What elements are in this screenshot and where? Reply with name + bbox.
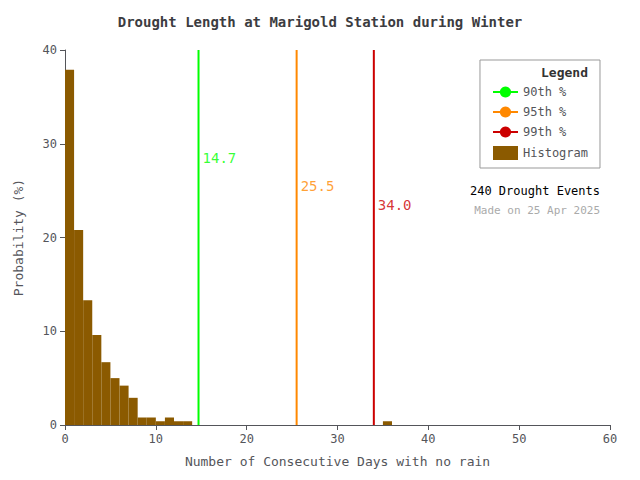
svg-text:25.5: 25.5 — [301, 178, 335, 194]
svg-text:30: 30 — [43, 137, 57, 151]
svg-text:Made on 25 Apr 2025: Made on 25 Apr 2025 — [474, 204, 600, 217]
svg-text:Drought Length at Marigold Sta: Drought Length at Marigold Station durin… — [118, 14, 523, 30]
svg-text:95th %: 95th % — [523, 105, 567, 119]
svg-text:10: 10 — [43, 324, 57, 338]
svg-text:Number of Consecutive Days wit: Number of Consecutive Days with no rain — [185, 454, 490, 469]
svg-text:0: 0 — [50, 418, 57, 432]
svg-text:Legend: Legend — [541, 65, 588, 80]
svg-text:Probability (%): Probability (%) — [11, 179, 26, 296]
svg-text:30: 30 — [330, 432, 344, 446]
svg-text:99th %: 99th % — [523, 125, 567, 139]
svg-text:0: 0 — [61, 432, 68, 446]
svg-text:Histogram: Histogram — [523, 146, 588, 160]
svg-text:240 Drought Events: 240 Drought Events — [470, 184, 600, 198]
svg-text:40: 40 — [43, 43, 57, 57]
svg-text:50: 50 — [512, 432, 526, 446]
svg-text:34.0: 34.0 — [378, 197, 412, 213]
svg-text:14.7: 14.7 — [203, 150, 237, 166]
svg-text:20: 20 — [43, 231, 57, 245]
svg-text:40: 40 — [421, 432, 435, 446]
svg-text:10: 10 — [149, 432, 163, 446]
svg-text:20: 20 — [239, 432, 253, 446]
svg-text:90th %: 90th % — [523, 85, 567, 99]
svg-text:60: 60 — [603, 432, 617, 446]
